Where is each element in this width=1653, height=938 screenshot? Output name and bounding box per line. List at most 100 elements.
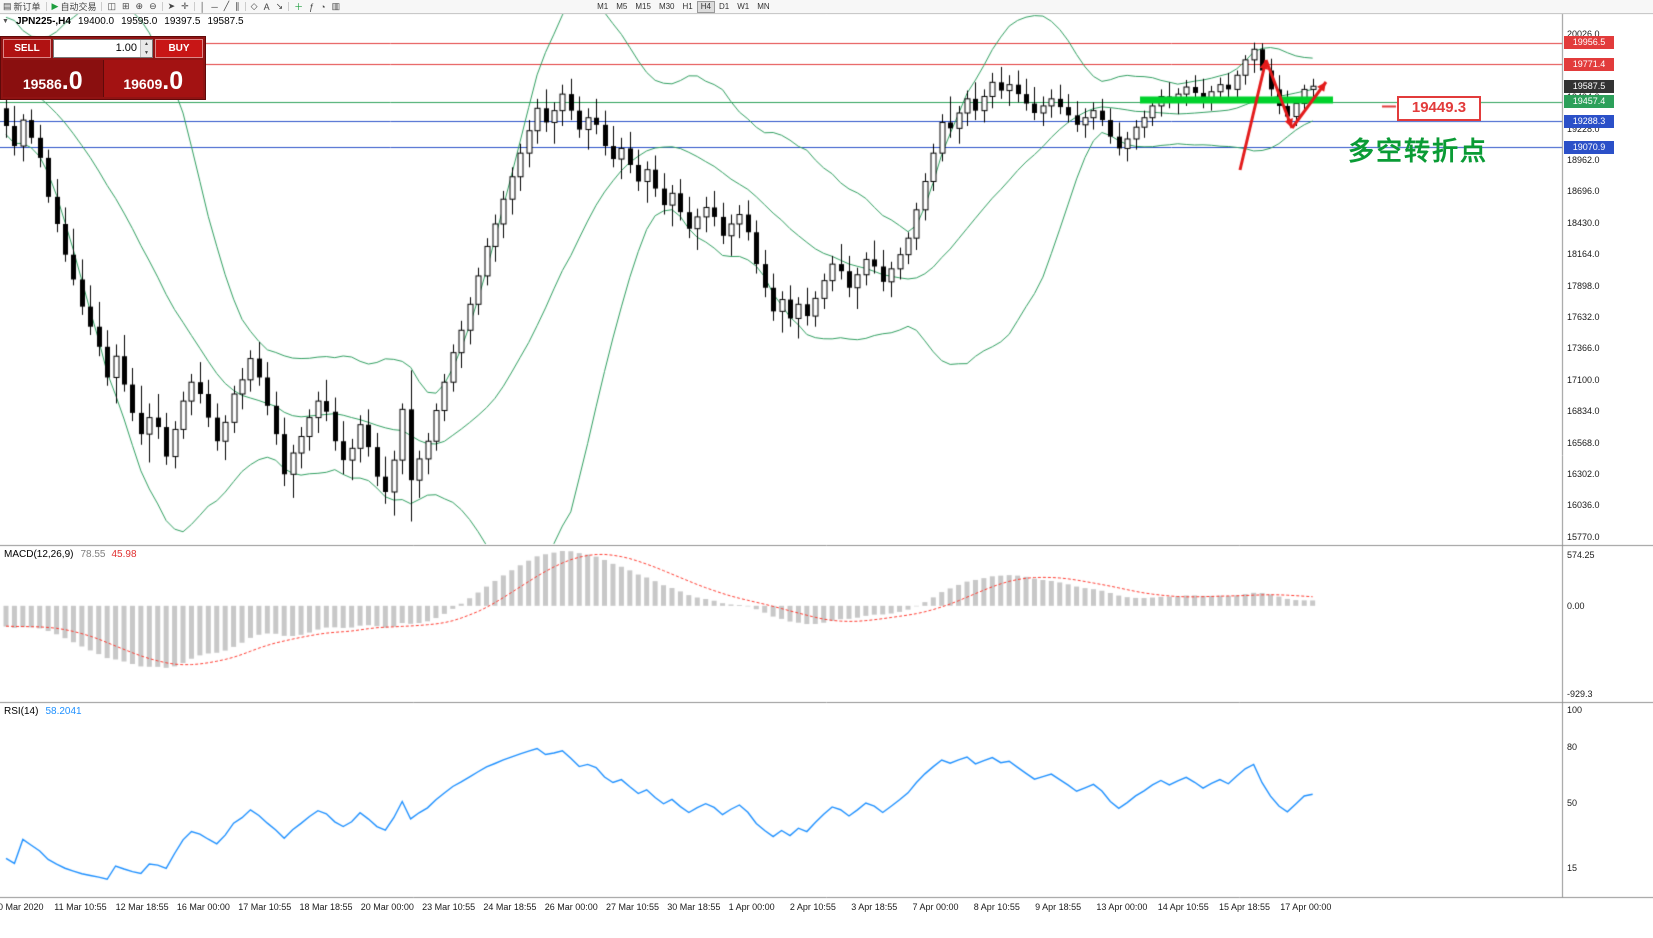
timeframe-m5-button[interactable]: M5	[612, 1, 631, 13]
vertical-line-button[interactable]: │	[197, 0, 209, 13]
macd-scale-label: 574.25	[1567, 550, 1595, 560]
price-scale-label: 17632.0	[1567, 312, 1600, 323]
time-axis-label: 7 Apr 00:00	[912, 902, 959, 912]
price-level-badge: 19956.5	[1564, 36, 1614, 50]
buy-price-button[interactable]: 19609.0	[103, 60, 203, 97]
timeframe-w1-button[interactable]: W1	[733, 1, 753, 13]
buy-price-frac: .0	[162, 67, 184, 95]
macd-main-value: 78.55	[80, 549, 106, 560]
trade-panel-prices: 19586.0 19609.0	[3, 60, 203, 97]
ohlc-low: 19397.5	[164, 16, 201, 27]
macd-scale: 574.25 0.00 -929.3	[1564, 0, 1653, 938]
macd-scale-label: -929.3	[1567, 689, 1593, 699]
crosshair-button[interactable]: ✛	[178, 0, 192, 13]
one-click-toggle-icon[interactable]: ▼	[2, 18, 9, 25]
time-axis-label: 20 Mar 00:00	[360, 902, 414, 912]
lot-decrease-button[interactable]: ▼	[140, 48, 152, 57]
autotrading-button[interactable]: ▶ 自动交易	[49, 0, 100, 13]
new-order-button[interactable]: ▤ 新订单	[0, 0, 44, 13]
tile-windows-button[interactable]: ⊞	[119, 0, 133, 13]
macd-signal-value: 45.98	[111, 549, 137, 560]
price-scale-label: 16568.0	[1567, 437, 1600, 448]
cursor-button[interactable]: ➤	[165, 0, 179, 13]
time-axis-label: 16 Mar 00:00	[176, 902, 230, 912]
price-scale[interactable]: 20026.019760.019494.019228.018962.018696…	[1564, 13, 1653, 897]
channel-button[interactable]: ∥	[232, 0, 243, 13]
tile-windows-icon: ⊞	[121, 1, 130, 11]
chart-window-icon: ◫	[107, 1, 116, 11]
time-axis-label: 26 Mar 00:00	[544, 902, 598, 912]
annotation-price-label: 19449.3	[1397, 96, 1481, 121]
toolbar: ▤ 新订单 ▶ 自动交易 ◫ ⊞ ⊕ ⊖ ➤ ✛ │ ─ ╱ ∥ ◇ A ↘ ＋ ƒ ◔ ▥ M1 M5 M15 M30 H1 H4…	[0, 0, 1653, 14]
toolbar-separator	[288, 2, 290, 11]
price-scale-label: 15770.0	[1567, 531, 1600, 542]
timeframe-h4-button[interactable]: H4	[696, 0, 715, 13]
rsi-scale-label: 80	[1567, 742, 1578, 753]
timeframe-m1-button[interactable]: M1	[593, 1, 612, 13]
time-axis-label: 3 Apr 18:55	[851, 902, 898, 912]
zoom-in-button[interactable]: ⊕	[133, 0, 147, 13]
trade-panel-controls: SELL 1.00 ▲ ▼ BUY	[3, 39, 203, 58]
buy-button[interactable]: BUY	[155, 39, 203, 58]
timeframe-h1-button[interactable]: H1	[679, 1, 697, 13]
arrow-objects-button[interactable]: ↘	[273, 0, 287, 13]
zoom-out-button[interactable]: ⊖	[146, 0, 160, 13]
rsi-scale-label: 100	[1567, 705, 1583, 715]
lot-size-control[interactable]: 1.00 ▲ ▼	[53, 39, 153, 58]
text-button[interactable]: A	[261, 0, 273, 13]
toolbar-separator	[161, 2, 163, 11]
rsi-scale-label: 50	[1567, 798, 1578, 808]
time-axis-label: 9 Apr 18:55	[1035, 902, 1082, 912]
horizontal-line-button[interactable]: ─	[208, 0, 220, 13]
sell-price-button[interactable]: 19586.0	[3, 60, 103, 97]
buy-price-main: 19609	[123, 76, 163, 92]
price-scale-label: 18962.0	[1567, 155, 1600, 165]
ohlc-close: 19587.5	[207, 16, 244, 27]
sell-button[interactable]: SELL	[3, 39, 51, 58]
templates-button[interactable]: ▥	[329, 0, 344, 13]
indicators-button[interactable]: ƒ	[306, 0, 317, 13]
timeframe-m30-button[interactable]: M30	[655, 1, 679, 13]
price-scale-label: 16302.0	[1567, 469, 1600, 480]
time-axis-label: 17 Mar 10:55	[238, 902, 292, 912]
trendline-button[interactable]: ╱	[221, 0, 232, 13]
price-scale-label: 18696.0	[1567, 186, 1600, 197]
trade-panel-divider	[102, 60, 104, 97]
price-level-badge: 19070.9	[1564, 140, 1614, 154]
price-scale-label: 18164.0	[1567, 249, 1600, 260]
time-axis-label: 2 Apr 10:55	[789, 902, 836, 912]
period-button[interactable]: ◔	[317, 0, 328, 13]
time-axis-label: 8 Apr 10:55	[973, 902, 1020, 912]
macd-scale-label: 0.00	[1567, 600, 1585, 611]
annotation-text: 多空转折点	[1348, 136, 1489, 166]
time-axis-label: 1 Apr 00:00	[728, 902, 775, 912]
chart-window-button[interactable]: ◫	[104, 0, 119, 13]
zoom-out-icon: ⊖	[149, 1, 157, 11]
time-axis-label: 12 Mar 18:55	[115, 902, 169, 912]
rsi-scale-label: 15	[1567, 863, 1578, 874]
price-scale-label: 18430.0	[1567, 217, 1600, 228]
price-scale-label: 17366.0	[1567, 343, 1600, 354]
autotrading-icon: ▶	[51, 1, 59, 11]
time-axis-label: 11 Mar 10:55	[54, 902, 107, 912]
price-scale-label: 20026.0	[1567, 29, 1600, 40]
price-level-badge: 19587.5	[1564, 79, 1614, 93]
sell-price-main: 19586	[22, 76, 62, 92]
one-click-trading-panel: SELL 1.00 ▲ ▼ BUY 19586.0 19609.0	[0, 36, 206, 100]
price-scale-label: 17100.0	[1567, 374, 1600, 385]
add-indicator-button[interactable]: ＋	[291, 0, 306, 13]
timeframe-d1-button[interactable]: D1	[715, 1, 733, 13]
crosshair-icon: ✛	[181, 1, 189, 11]
lot-size-value[interactable]: 1.00	[115, 42, 137, 54]
lot-spinner: ▲ ▼	[140, 40, 152, 57]
time-axis[interactable]: 10 Mar 2020 11 Mar 10:55 12 Mar 18:55 16 Ma…	[0, 898, 1562, 920]
timeframe-mn-button[interactable]: MN	[753, 1, 773, 13]
time-axis-label: 24 Mar 18:55	[483, 902, 537, 912]
lot-increase-button[interactable]: ▲	[140, 40, 152, 49]
shapes-button[interactable]: ◇	[248, 0, 261, 13]
vertical-line-icon: │	[199, 1, 206, 12]
price-level-badge: 19288.3	[1564, 114, 1614, 128]
time-axis-label: 14 Apr 10:55	[1157, 902, 1209, 912]
timeframe-m15-button[interactable]: M15	[631, 1, 655, 13]
